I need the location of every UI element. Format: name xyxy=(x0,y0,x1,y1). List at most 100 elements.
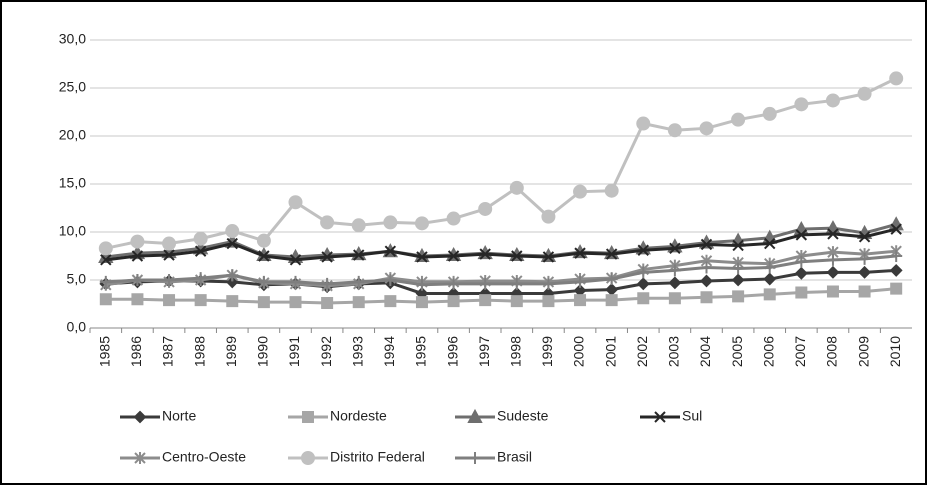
marker xyxy=(131,274,144,286)
x-tick-label: 1996 xyxy=(444,336,460,367)
marker xyxy=(764,237,776,250)
marker xyxy=(637,292,650,305)
marker xyxy=(857,86,872,101)
marker xyxy=(541,209,556,224)
marker xyxy=(256,233,271,248)
x-tick-label: 1991 xyxy=(286,336,302,367)
marker xyxy=(257,275,270,288)
marker xyxy=(478,201,493,216)
marker xyxy=(99,293,112,306)
marker xyxy=(289,275,302,288)
y-tick-label: 5,0 xyxy=(67,271,87,287)
marker xyxy=(700,261,713,274)
marker xyxy=(226,295,239,308)
marker xyxy=(163,249,175,261)
x-tick-label: 2010 xyxy=(887,336,903,367)
marker xyxy=(289,254,302,266)
marker xyxy=(574,247,586,259)
legend-label: Centro-Oeste xyxy=(162,449,246,465)
marker xyxy=(352,296,365,309)
y-tick-label: 15,0 xyxy=(59,175,86,191)
legend-label: Nordeste xyxy=(330,408,387,424)
marker xyxy=(100,254,112,266)
marker xyxy=(134,452,146,464)
marker xyxy=(668,276,682,290)
marker xyxy=(731,273,745,287)
marker xyxy=(479,248,491,260)
marker xyxy=(890,223,902,235)
marker xyxy=(858,285,871,298)
marker xyxy=(542,277,555,290)
x-tick-label: 1988 xyxy=(191,336,207,367)
marker xyxy=(353,249,365,261)
marker xyxy=(414,216,429,231)
x-tick-label: 2000 xyxy=(571,336,587,367)
marker xyxy=(574,275,587,288)
marker xyxy=(510,295,523,308)
marker xyxy=(447,277,460,290)
x-tick-label: 1995 xyxy=(413,336,429,367)
marker xyxy=(469,452,481,464)
y-tick-label: 0,0 xyxy=(67,319,87,335)
marker xyxy=(302,411,314,423)
marker xyxy=(415,278,428,291)
x-tick-label: 1998 xyxy=(508,336,524,367)
marker xyxy=(763,288,776,301)
marker xyxy=(762,106,777,121)
marker xyxy=(763,261,776,274)
y-tick-label: 20,0 xyxy=(59,127,86,143)
marker xyxy=(794,97,809,112)
marker xyxy=(352,275,365,288)
marker xyxy=(447,250,460,262)
marker xyxy=(890,250,903,262)
marker xyxy=(384,295,397,308)
y-tick-label: 30,0 xyxy=(59,31,86,47)
x-tick-label: 1986 xyxy=(128,336,144,367)
marker xyxy=(858,265,871,279)
marker xyxy=(99,275,112,288)
marker xyxy=(858,231,871,243)
marker xyxy=(479,294,492,307)
marker xyxy=(731,112,746,127)
marker xyxy=(763,272,777,286)
marker xyxy=(446,211,461,226)
marker xyxy=(826,253,839,266)
x-tick-label: 1985 xyxy=(97,336,113,367)
legend-label: Brasil xyxy=(497,449,532,465)
x-tick-label: 2006 xyxy=(760,336,776,367)
marker xyxy=(321,251,333,263)
marker xyxy=(131,293,144,306)
marker xyxy=(194,294,207,307)
x-tick-label: 1994 xyxy=(381,336,397,367)
marker xyxy=(194,272,207,285)
marker xyxy=(415,296,428,309)
marker xyxy=(700,274,713,288)
marker xyxy=(732,290,745,303)
marker xyxy=(467,408,483,423)
marker xyxy=(163,294,176,307)
marker xyxy=(383,215,398,230)
marker xyxy=(700,291,713,304)
legend-label: Sul xyxy=(682,408,702,424)
marker xyxy=(636,116,651,131)
marker xyxy=(669,242,681,255)
marker xyxy=(447,295,460,308)
x-tick-label: 1987 xyxy=(160,336,176,367)
marker xyxy=(511,250,523,262)
marker xyxy=(605,248,618,260)
marker xyxy=(163,274,176,286)
marker xyxy=(301,451,316,465)
x-tick-label: 2005 xyxy=(729,336,745,367)
legend-label: Distrito Federal xyxy=(330,449,425,465)
marker xyxy=(890,282,903,295)
marker xyxy=(194,245,207,257)
legend-label: Norte xyxy=(162,408,196,424)
x-tick-label: 2003 xyxy=(666,336,682,367)
marker xyxy=(225,275,239,289)
marker xyxy=(732,262,745,275)
marker xyxy=(384,245,397,257)
marker xyxy=(637,266,650,279)
x-tick-label: 2007 xyxy=(792,336,808,367)
x-tick-label: 1997 xyxy=(476,336,492,367)
